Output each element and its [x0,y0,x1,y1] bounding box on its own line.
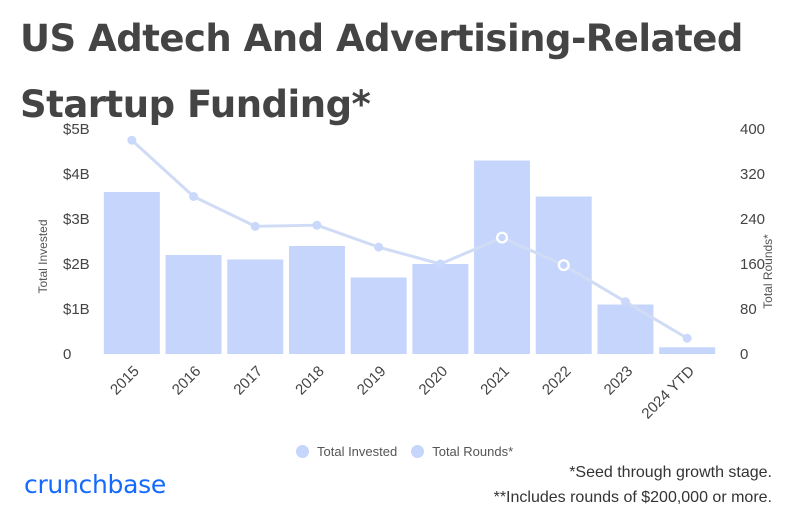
bar-total-invested [412,264,469,354]
marker-total-rounds [620,297,630,307]
y2-axis-tick-label: 400 [740,121,765,138]
line-total-rounds [130,139,688,340]
marker-total-rounds [312,220,322,230]
x-axis-tick-label: 2019 [354,363,390,399]
marker-total-rounds-ring [558,259,570,271]
marker-total-rounds [374,242,384,252]
x-axis-tick-label: 2018 [292,363,328,399]
marker-total-rounds [435,259,445,269]
x-axis-tick-label: 2022 [539,363,575,399]
x-axis-tick-label: 2015 [107,363,143,399]
marker-total-rounds [189,192,199,201]
x-axis-tick-label: 2016 [169,363,205,399]
y-axis-label: Total Invested [36,219,50,293]
bar-total-invested [288,246,345,354]
y2-axis-tick-label: 240 [740,211,765,228]
footnote-rounds: **Includes rounds of $200,000 or more. [493,489,772,506]
y-axis-tick-label: $4B [63,166,90,183]
bar-total-invested [165,255,222,354]
x-axis-tick-label: 2021 [477,363,513,399]
marker-total-rounds [682,333,692,343]
legend-swatch-total-rounds [411,445,425,458]
legend-label-total-rounds: Total Rounds* [432,444,514,459]
bar-total-invested [227,259,284,354]
marker-total-rounds [127,135,137,145]
marker-total-rounds-ring [496,232,508,243]
bar-total-invested [350,277,407,354]
legend-item-total-rounds[interactable]: Total Rounds* [411,444,513,459]
y-axis-tick-label: $3B [63,211,90,228]
footnote-seed: *Seed through growth stage. [569,464,772,481]
chart-legend: Total Invested Total Rounds* [296,444,513,459]
y2-axis-tick-label: 160 [740,256,765,273]
legend-swatch-total-invested [296,445,309,458]
legend-label-total-invested: Total Invested [317,444,398,459]
y-axis-tick-label: 0 [63,346,71,363]
y2-axis-tick-label: 0 [740,346,748,363]
bar-total-invested [103,192,160,354]
marker-total-rounds [250,221,260,231]
y2-axis-tick-label: 80 [740,301,757,318]
y-axis-tick-label: $5B [63,121,90,138]
y-axis-tick-label: $2B [63,256,90,273]
crunchbase-logo: crunchbase [24,470,166,499]
y2-axis-tick-label: 320 [740,166,765,183]
x-axis-tick-label: 2024 YTD [638,363,698,423]
x-axis-tick-label: 2020 [416,363,452,399]
x-axis-tick-label: 2023 [601,363,637,399]
y2-axis-label: Total Rounds* [761,234,775,309]
chart-title: US Adtech And Advertising-Related Startu… [20,17,743,126]
bar-total-invested [659,347,716,354]
bar-total-invested [474,160,531,354]
y-axis-tick-label: $1B [63,301,90,318]
legend-item-total-invested[interactable]: Total Invested [296,444,397,459]
x-axis-tick-label: 2017 [230,363,266,399]
